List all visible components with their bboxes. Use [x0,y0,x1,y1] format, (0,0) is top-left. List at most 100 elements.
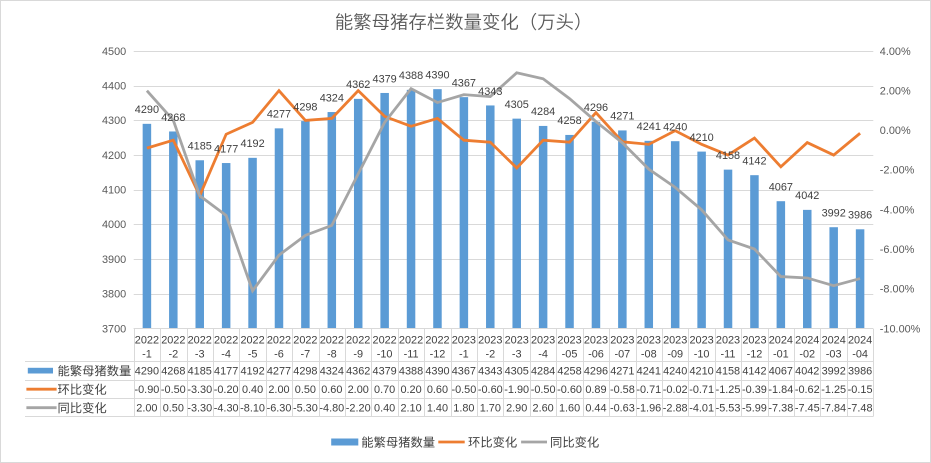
svg-text:0.40: 0.40 [242,384,263,396]
svg-text:2022: 2022 [188,334,212,346]
svg-text:3992: 3992 [822,365,846,377]
svg-text:4284: 4284 [531,106,555,118]
svg-text:-0.62: -0.62 [795,384,820,396]
svg-text:2023: 2023 [584,334,608,346]
svg-text:-0.58: -0.58 [610,384,635,396]
svg-text:4305: 4305 [505,99,529,111]
svg-text:2022: 2022 [373,334,397,346]
svg-text:4324: 4324 [320,365,344,377]
svg-text:4390: 4390 [425,69,449,81]
svg-text:2024: 2024 [822,334,846,346]
svg-text:-0.71: -0.71 [689,384,714,396]
svg-text:4388: 4388 [399,70,423,82]
svg-text:2023: 2023 [689,334,713,346]
svg-text:4379: 4379 [373,365,397,377]
svg-text:4177: 4177 [214,365,238,377]
svg-text:4185: 4185 [188,141,212,153]
svg-text:2022: 2022 [346,334,370,346]
svg-text:4100: 4100 [102,185,126,197]
svg-text:-0.20: -0.20 [214,384,239,396]
svg-text:-6: -6 [274,348,284,360]
svg-text:2022: 2022 [320,334,344,346]
svg-text:3992: 3992 [822,208,846,220]
svg-text:4258: 4258 [557,365,581,377]
svg-text:-4: -4 [221,348,231,360]
svg-text:-7.38: -7.38 [768,403,793,415]
svg-text:4177: 4177 [214,143,238,155]
svg-text:-2.20: -2.20 [346,403,371,415]
svg-text:-8: -8 [327,348,337,360]
svg-text:-2: -2 [168,348,178,360]
svg-text:3986: 3986 [848,210,872,222]
svg-text:4298: 4298 [293,365,317,377]
svg-text:0.60: 0.60 [321,384,342,396]
svg-text:-7.84: -7.84 [821,403,846,415]
svg-text:4277: 4277 [267,365,291,377]
svg-text:0.70: 0.70 [374,384,395,396]
svg-text:4388: 4388 [399,365,423,377]
svg-text:4271: 4271 [610,365,634,377]
svg-text:4367: 4367 [452,365,476,377]
svg-text:4042: 4042 [795,365,819,377]
svg-text:4296: 4296 [584,102,608,114]
svg-text:-0.71: -0.71 [636,384,661,396]
svg-text:-7.48: -7.48 [848,403,873,415]
svg-text:-6.30: -6.30 [267,403,292,415]
svg-text:4379: 4379 [373,73,397,85]
svg-text:2024: 2024 [848,334,872,346]
svg-text:4067: 4067 [769,182,793,194]
svg-text:2023: 2023 [610,334,634,346]
svg-text:-12: -12 [747,348,763,360]
svg-text:4500: 4500 [102,46,126,58]
svg-text:-3.30: -3.30 [187,384,212,396]
svg-text:-4.30: -4.30 [214,403,239,415]
svg-text:-4: -4 [538,348,548,360]
svg-text:-7: -7 [301,348,311,360]
svg-text:2022: 2022 [240,334,264,346]
svg-text:4210: 4210 [689,365,713,377]
svg-text:4400: 4400 [102,80,126,92]
svg-text:4210: 4210 [689,132,713,144]
svg-text:4258: 4258 [557,115,581,127]
svg-text:2.60: 2.60 [533,403,554,415]
svg-text:2022: 2022 [214,334,238,346]
svg-text:-01: -01 [773,348,789,360]
svg-text:4042: 4042 [795,190,819,202]
svg-text:4192: 4192 [240,365,264,377]
svg-text:-03: -03 [826,348,842,360]
svg-text:2.00: 2.00 [268,384,289,396]
svg-text:2.00%: 2.00% [880,85,911,97]
svg-text:4277: 4277 [267,109,291,121]
svg-text:4343: 4343 [478,86,502,98]
svg-text:4305: 4305 [505,365,529,377]
svg-text:-10.00%: -10.00% [880,323,921,335]
svg-text:2022: 2022 [267,334,291,346]
svg-text:4362: 4362 [346,365,370,377]
svg-text:2023: 2023 [742,334,766,346]
svg-text:2022: 2022 [425,334,449,346]
svg-text:0.60: 0.60 [427,384,448,396]
svg-text:-8.00%: -8.00% [880,284,915,296]
svg-text:-3.30: -3.30 [187,403,212,415]
svg-text:4142: 4142 [742,365,766,377]
svg-text:4362: 4362 [346,79,370,91]
svg-text:2022: 2022 [293,334,317,346]
svg-text:-02: -02 [799,348,815,360]
svg-text:2.00: 2.00 [136,403,157,415]
svg-text:1.70: 1.70 [480,403,501,415]
svg-text:-1.96: -1.96 [636,403,661,415]
svg-text:4000: 4000 [102,219,126,231]
svg-text:1.40: 1.40 [427,403,448,415]
svg-text:2022: 2022 [135,334,159,346]
svg-text:-0.60: -0.60 [478,384,503,396]
svg-text:-8.10: -8.10 [240,403,265,415]
svg-text:-2: -2 [485,348,495,360]
svg-text:4296: 4296 [584,365,608,377]
svg-text:2022: 2022 [161,334,185,346]
svg-text:-2.88: -2.88 [663,403,688,415]
svg-text:-04: -04 [852,348,868,360]
svg-text:1.60: 1.60 [559,403,580,415]
svg-text:-3: -3 [512,348,522,360]
svg-text:-0.90: -0.90 [134,384,159,396]
svg-text:2024: 2024 [769,334,793,346]
